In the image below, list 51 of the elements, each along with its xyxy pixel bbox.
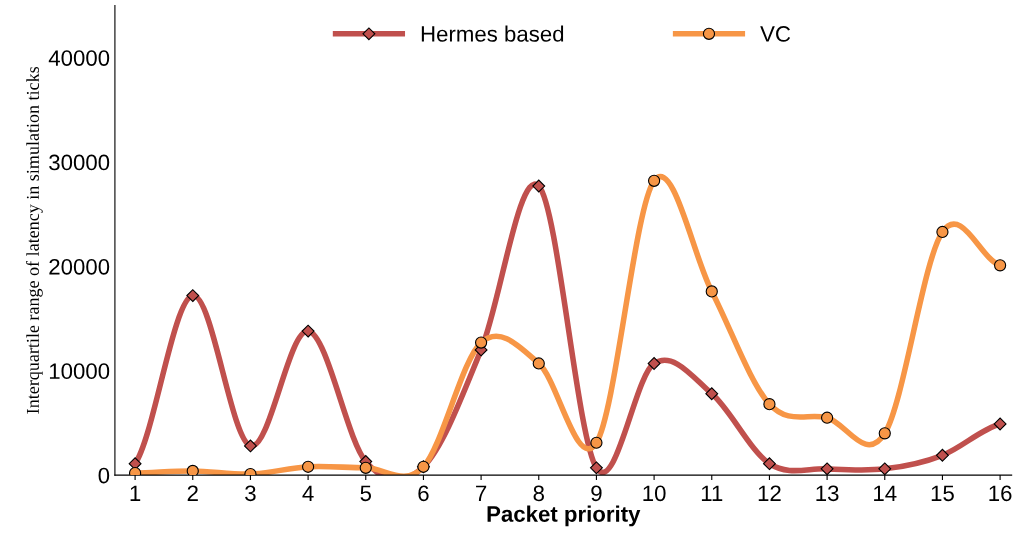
point <box>474 336 488 349</box>
point <box>532 357 545 370</box>
x-tick-label: 10 <box>643 485 666 502</box>
point <box>589 461 603 475</box>
point <box>936 225 949 239</box>
x-tick-label: 7 <box>476 485 487 501</box>
point <box>186 464 199 476</box>
x-tick-label: 6 <box>418 485 429 502</box>
point <box>647 174 661 187</box>
x-tick-label: 14 <box>874 485 897 501</box>
x-tick-label: 16 <box>989 485 1012 502</box>
point <box>186 289 200 303</box>
x-axis-title: Packet priority <box>487 505 641 527</box>
y-axis-title: Interquartile range of latency in simulation ticks <box>26 66 43 414</box>
point <box>590 436 603 449</box>
point <box>359 461 372 474</box>
y-tick-label: 10000 <box>49 363 110 380</box>
x-tick-label: 4 <box>302 485 314 501</box>
point <box>532 179 546 193</box>
point <box>878 462 892 476</box>
x-tick-label: 8 <box>533 485 544 502</box>
point <box>935 448 949 462</box>
x-tick-label: 12 <box>758 485 781 501</box>
point <box>647 356 661 370</box>
y-tick-label: 30000 <box>49 154 110 171</box>
legend-label: VC <box>760 26 791 42</box>
point <box>993 417 1007 431</box>
x-tick-label: 11 <box>701 485 723 501</box>
y-tick-label: 40000 <box>48 50 110 66</box>
point <box>878 427 891 440</box>
point <box>993 259 1007 272</box>
x-tick-label: 2 <box>187 485 198 501</box>
point <box>301 460 315 473</box>
point <box>705 387 719 401</box>
point <box>705 285 718 298</box>
point <box>820 462 834 476</box>
x-tick-label: 1 <box>130 485 141 501</box>
y-tick-label: 20000 <box>49 258 110 275</box>
y-tick-label: 0 <box>98 467 110 484</box>
point <box>763 398 776 411</box>
legend-label: Hermes based <box>421 25 564 42</box>
point <box>128 466 142 476</box>
x-tick-label: 3 <box>245 485 256 502</box>
point <box>820 411 834 424</box>
x-tick-label: 13 <box>816 485 839 502</box>
point <box>243 439 257 453</box>
x-tick-label: 9 <box>591 485 602 502</box>
point <box>762 457 776 471</box>
x-tick-label: 15 <box>931 485 954 502</box>
x-tick-label: 5 <box>360 485 372 502</box>
point <box>301 324 315 338</box>
